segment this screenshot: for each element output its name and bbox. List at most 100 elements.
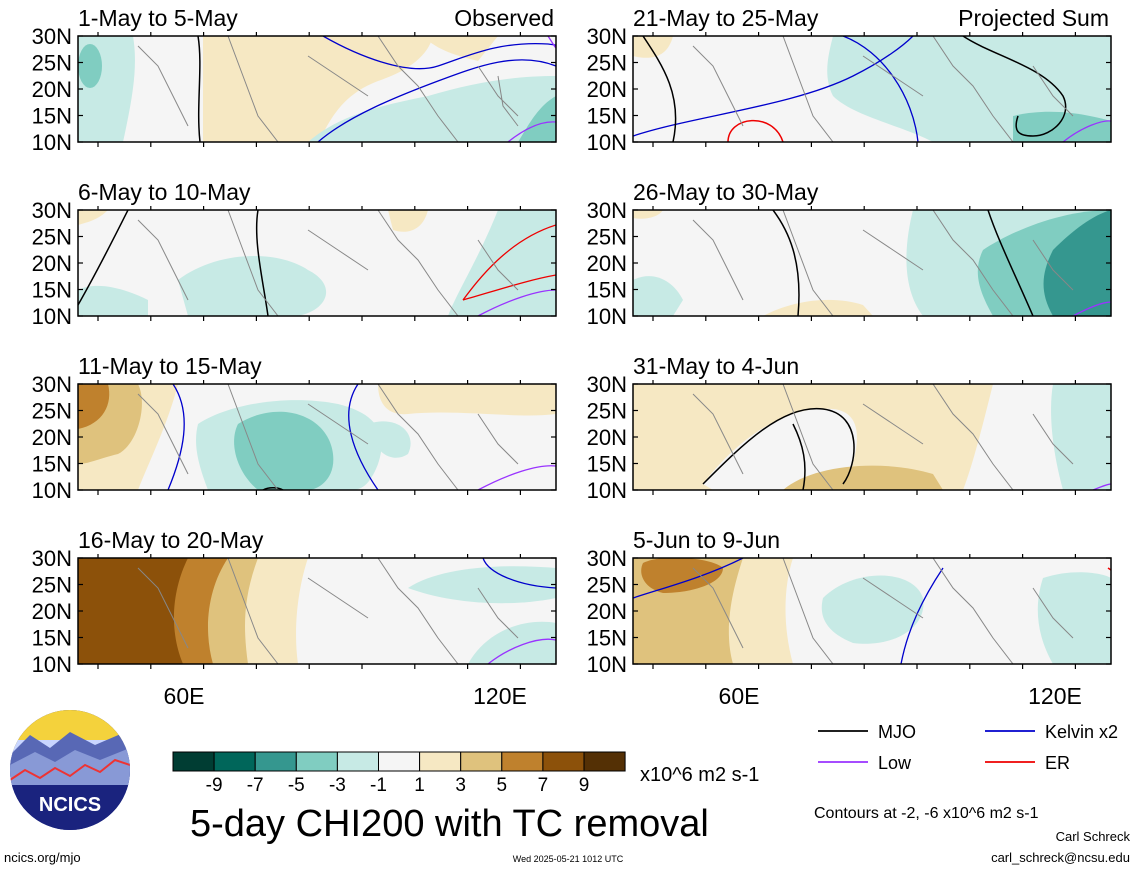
- legend-label-kelvin: Kelvin x2: [1045, 722, 1118, 742]
- lat-tick-label: 15N: [587, 452, 627, 477]
- panel-tag: Observed: [454, 5, 554, 31]
- panel-titles: 1-May to 5-May Observed 6-May to 10-May 11-…: [78, 5, 1109, 553]
- logo-text: NCICS: [39, 794, 101, 816]
- colorbar-swatch: [542, 751, 585, 772]
- panel-7: [632, 383, 1112, 491]
- email: carl_schreck@ncsu.edu: [991, 850, 1130, 865]
- lat-tick-label: 20N: [587, 599, 627, 624]
- panel-title: 31-May to 4-Jun: [633, 353, 799, 379]
- panel-5: [632, 35, 1112, 143]
- lat-tick-label: 30N: [32, 24, 72, 49]
- legend-label-mjo: MJO: [878, 722, 916, 742]
- lat-tick-label: 25N: [32, 51, 72, 76]
- lat-tick-label: 10N: [32, 304, 72, 329]
- contour-note: Contours at -2, -6 x10^6 m2 s-1: [814, 805, 1039, 822]
- panel-6: [632, 209, 1112, 317]
- panel-8: [632, 557, 1112, 665]
- lon-tick-label: 120E: [473, 683, 527, 709]
- lat-tick-label: 10N: [32, 130, 72, 155]
- lon-tick-label: 120E: [1028, 683, 1082, 709]
- colorbar-swatch: [583, 751, 626, 772]
- lat-tick-label: 20N: [32, 251, 72, 276]
- legend-label-er: ER: [1045, 753, 1070, 773]
- panel-title: 6-May to 10-May: [78, 179, 251, 205]
- panel-title: 21-May to 25-May: [633, 5, 819, 31]
- lat-tick-label: 20N: [587, 425, 627, 450]
- lat-tick-label: 10N: [587, 130, 627, 155]
- lat-tick-label: 25N: [587, 399, 627, 424]
- lat-tick-label: 25N: [587, 573, 627, 598]
- colorbar-swatch: [336, 751, 379, 772]
- figure-title: 5-day CHI200 with TC removal: [190, 803, 709, 845]
- panel-title: 11-May to 15-May: [78, 353, 262, 379]
- panel-title: 26-May to 30-May: [633, 179, 819, 205]
- lat-tick-label: 25N: [587, 51, 627, 76]
- colorbar-tick-label: 1: [414, 775, 425, 796]
- colorbar-tick-label: 7: [538, 775, 549, 796]
- panel-4: [77, 557, 557, 665]
- colorbar-tick-label: 5: [497, 775, 508, 796]
- colorbar-tick-label: -3: [329, 775, 346, 796]
- timestamp: Wed 2025-05-21 1012 UTC: [513, 854, 624, 864]
- lat-tick-label: 15N: [32, 452, 72, 477]
- colorbar-tick-label: -5: [288, 775, 305, 796]
- panel-title: 1-May to 5-May: [78, 5, 238, 31]
- lat-tick-label: 25N: [587, 225, 627, 250]
- lat-tick-label: 10N: [587, 652, 627, 677]
- ncics-logo: NCICS: [10, 710, 130, 830]
- lat-tick-label: 30N: [587, 546, 627, 571]
- colorbar-swatch: [419, 751, 462, 772]
- lat-tick-label: 20N: [587, 77, 627, 102]
- lat-tick-label: 30N: [32, 198, 72, 223]
- lat-tick-label: 10N: [587, 478, 627, 503]
- colorbar-swatch: [501, 751, 544, 772]
- lat-tick-label: 25N: [32, 225, 72, 250]
- panel-1: [77, 35, 557, 143]
- legend-label-low: Low: [878, 753, 912, 773]
- lat-tick-label: 10N: [587, 304, 627, 329]
- panel-title: 5-Jun to 9-Jun: [633, 527, 780, 553]
- colorbar-tick-label: 3: [455, 775, 466, 796]
- panel-3: [77, 383, 557, 491]
- colorbar-swatch: [213, 751, 256, 772]
- lat-tick-label: 30N: [587, 198, 627, 223]
- lat-tick-label: 20N: [587, 251, 627, 276]
- lat-tick-label: 30N: [32, 546, 72, 571]
- colorbar-units: x10^6 m2 s-1: [640, 764, 759, 786]
- lat-tick-label: 15N: [32, 104, 72, 129]
- lat-tick-label: 25N: [32, 399, 72, 424]
- lat-tick-label: 15N: [587, 104, 627, 129]
- axis-labels: 30N25N20N15N10N30N25N20N15N10N30N25N20N1…: [32, 24, 1111, 709]
- lat-tick-label: 15N: [32, 626, 72, 651]
- colorbar-tick-label: 9: [579, 775, 590, 796]
- lat-tick-label: 25N: [32, 573, 72, 598]
- colorbar-swatch: [172, 751, 215, 772]
- colorbar-tick-label: -9: [206, 775, 223, 796]
- legend: MJO Kelvin x2 Low ER: [818, 722, 1118, 773]
- lat-tick-label: 15N: [587, 626, 627, 651]
- colorbar-tick-label: -1: [370, 775, 387, 796]
- lat-tick-label: 30N: [32, 372, 72, 397]
- site-link[interactable]: ncics.org/mjo: [4, 850, 81, 865]
- colorbar-swatch: [295, 751, 338, 772]
- panel-title: 16-May to 20-May: [78, 527, 264, 553]
- lat-tick-label: 10N: [32, 478, 72, 503]
- lat-tick-label: 30N: [587, 372, 627, 397]
- lat-tick-label: 30N: [587, 24, 627, 49]
- lat-tick-label: 10N: [32, 652, 72, 677]
- colorbar-swatch: [254, 751, 297, 772]
- lon-tick-label: 60E: [164, 683, 205, 709]
- lat-tick-label: 15N: [32, 278, 72, 303]
- panel-tag: Projected Sum: [958, 5, 1109, 31]
- lat-tick-label: 20N: [32, 425, 72, 450]
- lat-tick-label: 15N: [587, 278, 627, 303]
- lat-tick-label: 20N: [32, 77, 72, 102]
- colorbar-swatch: [378, 751, 421, 772]
- colorbar-swatch: [460, 751, 503, 772]
- colorbar: -9 -7 -5 -3 -1 1 3 5 7 9: [172, 751, 626, 796]
- lon-tick-label: 60E: [719, 683, 760, 709]
- author: Carl Schreck: [1056, 829, 1131, 844]
- lat-tick-label: 20N: [32, 599, 72, 624]
- colorbar-tick-label: -7: [247, 775, 264, 796]
